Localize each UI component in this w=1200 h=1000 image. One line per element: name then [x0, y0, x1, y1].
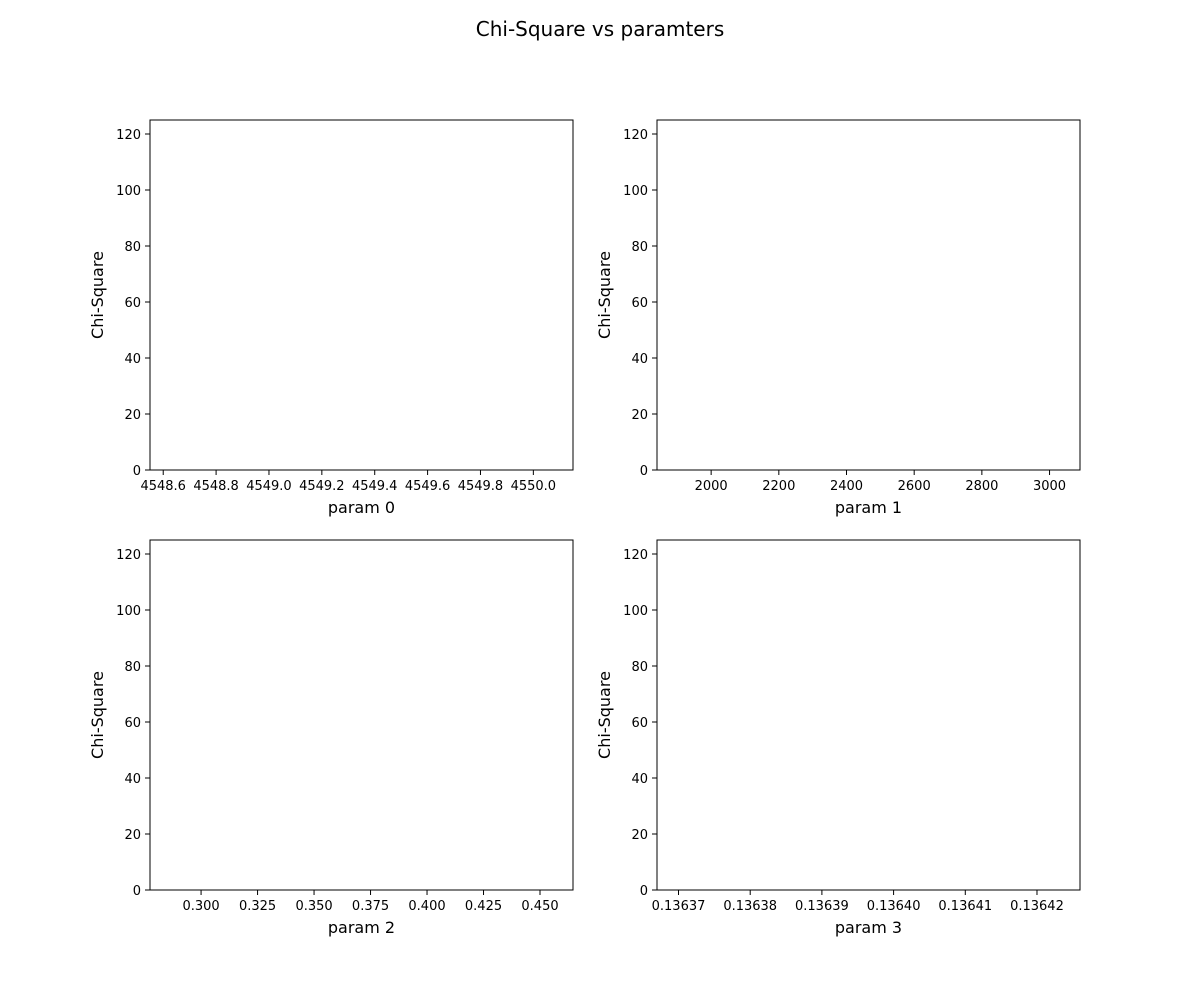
x-tick-label: 4548.8	[193, 479, 239, 494]
x-tick-label: 0.13642	[1010, 899, 1064, 914]
subplot-3: 0.13637 0.13638 0.13639 0.13640 0.13641 0.136…	[595, 539, 1081, 937]
x-tick-label: 4548.6	[140, 479, 186, 494]
y-tick-label: 60	[631, 716, 648, 731]
y-tick-label: 40	[124, 352, 141, 367]
x-tick-label: 4549.2	[299, 479, 345, 494]
y-tick-label: 100	[623, 184, 648, 199]
y-tick-label: 40	[124, 772, 141, 787]
x-tick-label: 0.375	[352, 899, 389, 914]
x-tick-label: 0.450	[521, 899, 558, 914]
x-tick-label: 0.13641	[938, 899, 992, 914]
subplot-2: 0.300 0.325 0.350 0.375 0.400 0.425 0.450 0 20 40…	[88, 539, 574, 937]
y-tick-label: 80	[124, 240, 141, 255]
plot-area	[149, 539, 574, 891]
x-tick-label: 2000	[695, 479, 728, 494]
y-tick-label: 0	[640, 884, 648, 899]
x-tick-label: 2600	[898, 479, 931, 494]
y-tick-label: 120	[623, 548, 648, 563]
x-tick-label: 0.400	[408, 899, 445, 914]
x-tick-label: 0.425	[465, 899, 502, 914]
figure-title: Chi-Square vs paramters	[476, 17, 725, 41]
y-axis-label: Chi-Square	[88, 251, 107, 339]
x-axis-label: param 3	[835, 918, 902, 937]
x-tick-label: 2400	[830, 479, 863, 494]
x-tick-label: 2800	[965, 479, 998, 494]
x-tick-label: 0.13639	[795, 899, 849, 914]
subplot-0: 4548.6 4548.8 4549.0 4549.2 4549.4 4549.6 4549…	[88, 119, 574, 517]
x-tick-label: 0.13638	[723, 899, 777, 914]
x-tick-label: 4549.4	[352, 479, 398, 494]
y-tick-label: 120	[116, 548, 141, 563]
y-tick-label: 20	[124, 408, 141, 423]
x-tick-label: 4550.0	[511, 479, 557, 494]
x-axis-label: param 2	[328, 918, 395, 937]
subplot-1: 2000 2200 2400 2600 2800 3000 0 20 40 60 80 100 120 p…	[595, 119, 1081, 517]
y-tick-label: 100	[623, 604, 648, 619]
x-tick-label: 0.13637	[652, 899, 706, 914]
y-tick-label: 40	[631, 772, 648, 787]
x-tick-label: 4549.0	[246, 479, 292, 494]
x-axis-label: param 0	[328, 498, 395, 517]
y-tick-label: 120	[116, 128, 141, 143]
y-tick-label: 100	[116, 604, 141, 619]
y-tick-label: 0	[133, 464, 141, 479]
y-tick-label: 20	[124, 828, 141, 843]
y-tick-label: 60	[124, 716, 141, 731]
y-tick-label: 80	[631, 660, 648, 675]
y-tick-label: 80	[124, 660, 141, 675]
plot-area	[656, 539, 1081, 891]
y-axis-label: Chi-Square	[595, 671, 614, 759]
y-tick-label: 40	[631, 352, 648, 367]
x-tick-label: 0.300	[182, 899, 219, 914]
x-tick-label: 0.325	[239, 899, 276, 914]
y-tick-label: 20	[631, 828, 648, 843]
y-tick-label: 60	[631, 296, 648, 311]
x-tick-label: 0.350	[295, 899, 332, 914]
x-axis-label: param 1	[835, 498, 902, 517]
y-tick-label: 80	[631, 240, 648, 255]
y-tick-label: 60	[124, 296, 141, 311]
y-tick-label: 0	[133, 884, 141, 899]
y-tick-label: 0	[640, 464, 648, 479]
y-axis-label: Chi-Square	[595, 251, 614, 339]
y-tick-label: 20	[631, 408, 648, 423]
plot-area	[656, 119, 1081, 471]
x-tick-label: 4549.6	[405, 479, 451, 494]
x-tick-label: 4549.8	[458, 479, 504, 494]
y-axis-label: Chi-Square	[88, 671, 107, 759]
x-tick-label: 2200	[762, 479, 795, 494]
plot-area	[149, 119, 574, 471]
y-tick-label: 100	[116, 184, 141, 199]
x-tick-label: 0.13640	[867, 899, 921, 914]
y-tick-label: 120	[623, 128, 648, 143]
x-tick-label: 3000	[1033, 479, 1066, 494]
